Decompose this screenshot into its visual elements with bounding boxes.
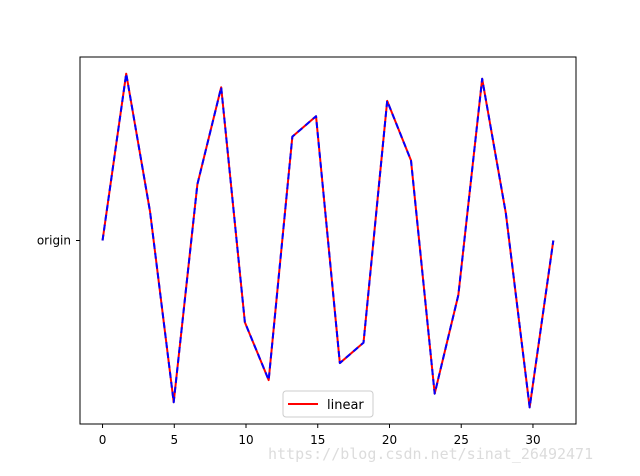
x-tick-label: 15	[310, 433, 325, 447]
x-tick-label: 5	[170, 433, 178, 447]
y-tick-label: origin	[37, 234, 71, 248]
x-tick-label: 30	[525, 433, 540, 447]
x-axis: 0 5 10 15 20 25 30	[99, 424, 541, 447]
series-line-solid	[101, 72, 555, 409]
x-tick-label: 0	[99, 433, 107, 447]
series-layer	[101, 72, 555, 409]
legend-box	[282, 390, 374, 418]
y-axis: origin	[37, 234, 80, 248]
watermark-url: https://blog.csdn.net/sinat_26492471	[268, 445, 594, 463]
x-tick-label: 20	[382, 433, 397, 447]
legend: linear	[282, 390, 374, 418]
x-tick-label: 25	[454, 433, 469, 447]
legend-label-linear: linear	[327, 398, 364, 413]
x-tick-label: 10	[238, 433, 253, 447]
